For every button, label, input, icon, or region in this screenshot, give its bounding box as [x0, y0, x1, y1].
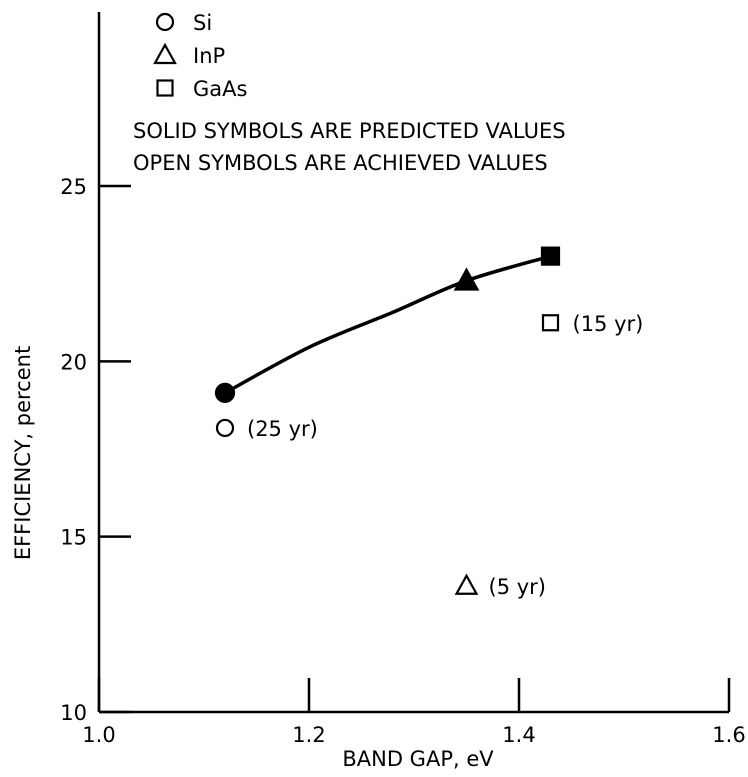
x-tick-label: 1.2	[292, 723, 325, 747]
x-axis-label: BAND GAP, eV	[342, 747, 494, 771]
legend-label: Si	[193, 11, 212, 35]
legend-si-icon	[155, 12, 175, 32]
legend-gaas-icon	[156, 79, 174, 97]
x-ticks: 1.0 1.2 1.4 1.6	[82, 678, 746, 747]
x-tick-label: 1.0	[82, 723, 115, 747]
x-tick-label: 1.4	[502, 723, 535, 747]
predicted-curve	[224, 254, 551, 395]
legend: Si InP GaAs	[153, 11, 247, 101]
legend-inp-icon	[153, 42, 177, 65]
y-tick-label: 20	[60, 350, 87, 374]
note-text: OPEN SYMBOLS ARE ACHIEVED VALUES	[133, 151, 548, 175]
legend-label: GaAs	[193, 77, 247, 101]
annotation-notes: SOLID SYMBOLS ARE PREDICTED VALUES OPEN S…	[133, 119, 566, 175]
y-axis-label: EFFICIENCY, percent	[11, 346, 35, 560]
si-achieved-label: (25 yr)	[247, 417, 318, 441]
y-ticks: 10 15 20 25	[60, 175, 131, 725]
inp-predicted-point	[453, 267, 480, 291]
y-tick-label: 15	[60, 526, 87, 550]
si-predicted-point	[214, 382, 236, 403]
inp-achieved-label: (5 yr)	[489, 575, 546, 599]
gaas-achieved-label: (15 yr)	[573, 312, 644, 336]
y-tick-label: 25	[60, 175, 87, 199]
gaas-predicted-point	[540, 246, 561, 266]
gaas-achieved-point	[541, 314, 560, 332]
data-points: (25 yr) (5 yr) (15 yr)	[214, 246, 644, 599]
y-tick-label: 10	[60, 701, 87, 725]
axes	[97, 12, 729, 714]
x-tick-label: 1.6	[712, 723, 745, 747]
inp-achieved-point	[454, 573, 479, 595]
si-achieved-point	[215, 418, 235, 438]
note-text: SOLID SYMBOLS ARE PREDICTED VALUES	[133, 119, 566, 143]
legend-label: InP	[193, 44, 225, 68]
